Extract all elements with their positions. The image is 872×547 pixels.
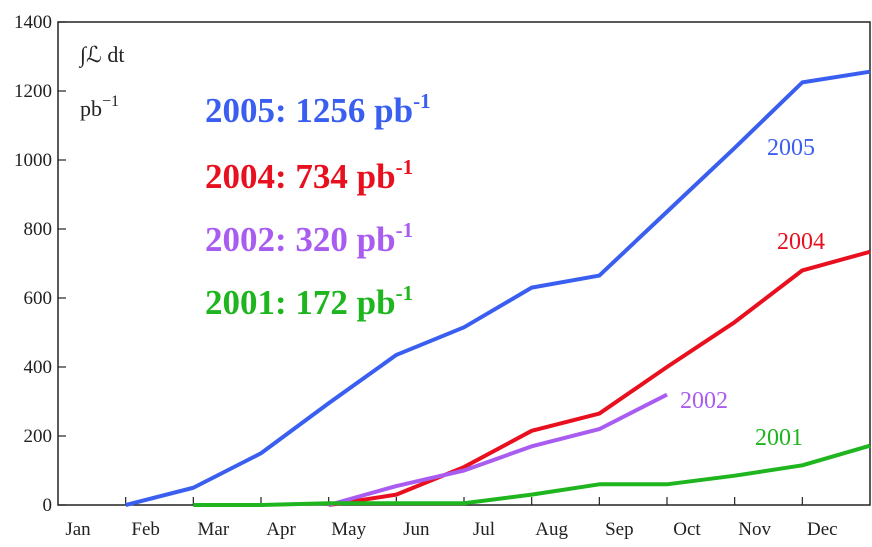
y-label: ∫ℒ dt [78,42,124,68]
x-tick-label: Jun [403,519,430,540]
legend-sup: -1 [413,89,431,113]
y-tick-label: 200 [24,426,53,447]
legend-text: 2005: 1256 pb [205,91,413,130]
x-tick-label: Jan [65,519,91,540]
legend-sup: -1 [396,281,414,305]
y-tick-label: 1000 [14,150,52,171]
x-tick-label: May [331,519,366,540]
y-unit-base: pb [80,96,102,121]
series-line [328,249,871,507]
legend-entry: 2001: 172 pb-1 [205,281,413,322]
y-tick-label: 1200 [14,81,52,102]
x-tick-label: Apr [266,519,296,540]
x-tick-label: Nov [738,519,771,540]
series-label: 2002 [680,388,728,414]
y-tick-label: 800 [24,219,53,240]
legend-entry: 2002: 320 pb-1 [205,218,413,259]
y-tick-label: 1400 [14,12,52,33]
x-tick-label: Mar [198,519,230,540]
y-tick-label: 0 [43,495,53,516]
series-label: 2004 [777,229,825,255]
x-tick-label: Jul [473,519,495,540]
series-line [328,392,668,507]
plot-frame [57,21,871,506]
x-tick-label: Dec [807,519,838,540]
legend-text: 2004: 734 pb [205,157,396,196]
y-unit: pb−1 [80,93,119,121]
legend-entry: 2004: 734 pb-1 [205,155,413,196]
legend-entry: 2005: 1256 pb-1 [205,89,431,130]
y-tick-label: 400 [24,357,53,378]
x-tick-label: Oct [673,519,701,540]
x-tick-label: Feb [131,519,160,540]
legend-sup: -1 [396,155,414,179]
y-unit-sup: −1 [102,93,119,110]
series-label: 2005 [767,135,815,161]
x-tick-label: Sep [605,519,634,540]
series-label: 2001 [755,425,803,451]
legend-text: 2002: 320 pb [205,220,396,259]
x-tick-label: Aug [535,519,568,540]
legend-text: 2001: 172 pb [205,283,396,322]
series-line [193,443,871,507]
series-line [125,69,871,507]
legend-sup: -1 [396,218,414,242]
y-tick-label: 600 [24,288,53,309]
